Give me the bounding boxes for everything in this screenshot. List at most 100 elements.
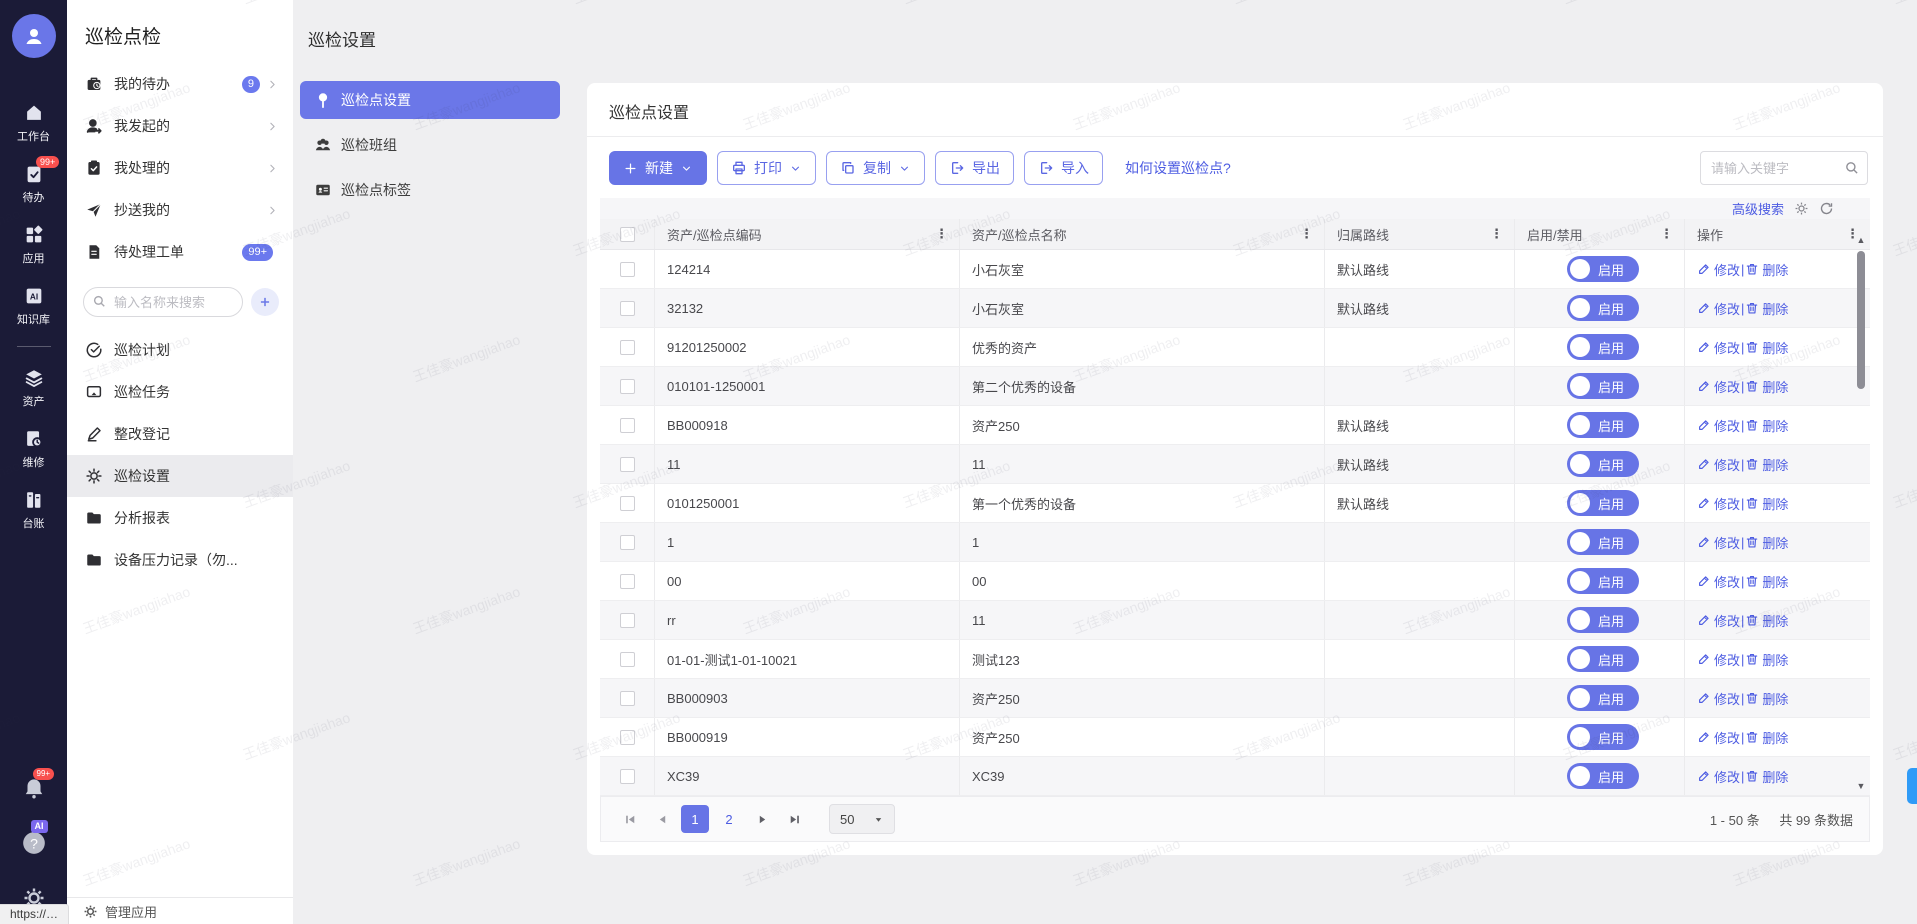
row-checkbox[interactable] — [619, 651, 635, 667]
enable-toggle[interactable]: 启用 — [1567, 568, 1639, 594]
enable-toggle[interactable]: 启用 — [1567, 295, 1639, 321]
column-menu-icon[interactable]: ⋮ — [1660, 226, 1673, 241]
delete-link[interactable]: 删除 — [1745, 338, 1788, 357]
导出-button[interactable]: 导出 — [935, 151, 1014, 185]
enable-toggle[interactable]: 启用 — [1567, 724, 1639, 750]
tab-巡检点设置[interactable]: 巡检点设置 — [300, 81, 560, 119]
rail-item-知识库[interactable]: AI 知识库 — [0, 275, 67, 336]
enable-toggle[interactable]: 启用 — [1567, 412, 1639, 438]
row-checkbox[interactable] — [619, 729, 635, 745]
sidebar-search-input[interactable] — [83, 287, 243, 317]
edit-link[interactable]: 修改 — [1697, 299, 1740, 318]
column-menu-icon[interactable]: ⋮ — [1490, 226, 1503, 241]
side-widget-tab[interactable] — [1907, 768, 1917, 804]
row-checkbox[interactable] — [619, 378, 635, 394]
edit-link[interactable]: 修改 — [1697, 611, 1740, 630]
sidebar-item-我发起的[interactable]: 我发起的 — [67, 105, 293, 147]
delete-link[interactable]: 删除 — [1745, 767, 1788, 786]
sidebar-item-我的待办[interactable]: 我的待办 9 — [67, 63, 293, 105]
delete-link[interactable]: 删除 — [1745, 494, 1788, 513]
column-menu-icon[interactable]: ⋮ — [1846, 226, 1859, 241]
sidebar-item-整改登记[interactable]: 整改登记 — [67, 413, 293, 455]
delete-link[interactable]: 删除 — [1745, 689, 1788, 708]
edit-link[interactable]: 修改 — [1697, 572, 1740, 591]
page-size-select[interactable]: 50 — [829, 804, 895, 834]
enable-toggle[interactable]: 启用 — [1567, 490, 1639, 516]
rail-item-工作台[interactable]: 工作台 — [0, 92, 67, 153]
delete-link[interactable]: 删除 — [1745, 455, 1788, 474]
row-checkbox[interactable] — [619, 300, 635, 316]
row-checkbox[interactable] — [619, 417, 635, 433]
delete-link[interactable]: 删除 — [1745, 533, 1788, 552]
edit-link[interactable]: 修改 — [1697, 533, 1740, 552]
search-icon[interactable] — [1844, 160, 1859, 175]
rail-item-维修[interactable]: 维修 — [0, 418, 67, 479]
sidebar-item-我处理的[interactable]: 我处理的 — [67, 147, 293, 189]
rail-item-待办[interactable]: 待办 99+ — [0, 153, 67, 214]
导入-button[interactable]: 导入 — [1024, 151, 1103, 185]
refresh-icon[interactable] — [1819, 201, 1834, 216]
sidebar-item-巡检设置[interactable]: 巡检设置 — [67, 455, 293, 497]
delete-link[interactable]: 删除 — [1745, 416, 1788, 435]
edit-link[interactable]: 修改 — [1697, 728, 1740, 747]
enable-toggle[interactable]: 启用 — [1567, 334, 1639, 360]
scroll-up-arrow[interactable]: ▲ — [1856, 235, 1866, 245]
sidebar-item-分析报表[interactable]: 分析报表 — [67, 497, 293, 539]
edit-link[interactable]: 修改 — [1697, 416, 1740, 435]
row-checkbox[interactable] — [619, 495, 635, 511]
enable-toggle[interactable]: 启用 — [1567, 646, 1639, 672]
scroll-down-arrow[interactable]: ▼ — [1856, 781, 1866, 791]
delete-link[interactable]: 删除 — [1745, 611, 1788, 630]
row-checkbox[interactable] — [619, 690, 635, 706]
how-to-link[interactable]: 如何设置巡检点? — [1125, 160, 1231, 176]
delete-link[interactable]: 删除 — [1745, 299, 1788, 318]
edit-link[interactable]: 修改 — [1697, 377, 1740, 396]
rail-item-应用[interactable]: 应用 — [0, 214, 67, 275]
enable-toggle[interactable]: 启用 — [1567, 451, 1639, 477]
新建-button[interactable]: 新建 — [609, 151, 707, 185]
enable-toggle[interactable]: 启用 — [1567, 373, 1639, 399]
edit-link[interactable]: 修改 — [1697, 494, 1740, 513]
enable-toggle[interactable]: 启用 — [1567, 685, 1639, 711]
复制-button[interactable]: 复制 — [826, 151, 925, 185]
enable-toggle[interactable]: 启用 — [1567, 607, 1639, 633]
delete-link[interactable]: 删除 — [1745, 728, 1788, 747]
tab-巡检点标签[interactable]: 巡检点标签 — [300, 171, 560, 209]
enable-toggle[interactable]: 启用 — [1567, 763, 1639, 789]
add-button[interactable] — [251, 288, 279, 316]
enable-toggle[interactable]: 启用 — [1567, 529, 1639, 555]
sidebar-item-巡检计划[interactable]: 巡检计划 — [67, 329, 293, 371]
help-button[interactable]: ? AI — [21, 820, 48, 856]
row-checkbox[interactable] — [619, 534, 635, 550]
rail-item-资产[interactable]: 资产 — [0, 357, 67, 418]
keyword-search-input[interactable] — [1700, 151, 1868, 185]
column-menu-icon[interactable]: ⋮ — [935, 226, 948, 241]
column-menu-icon[interactable]: ⋮ — [1300, 226, 1313, 241]
delete-link[interactable]: 删除 — [1745, 572, 1788, 591]
row-checkbox[interactable] — [619, 339, 635, 355]
edit-link[interactable]: 修改 — [1697, 689, 1740, 708]
prev-page-button[interactable] — [649, 806, 675, 832]
row-checkbox[interactable] — [619, 261, 635, 277]
sidebar-item-巡检任务[interactable]: 巡检任务 — [67, 371, 293, 413]
manage-app-button[interactable]: 管理应用 — [67, 897, 293, 924]
sidebar-item-抄送我的[interactable]: 抄送我的 — [67, 189, 293, 231]
row-checkbox[interactable] — [619, 456, 635, 472]
user-avatar[interactable] — [11, 14, 56, 58]
next-page-button[interactable] — [749, 806, 775, 832]
row-checkbox[interactable] — [619, 573, 635, 589]
delete-link[interactable]: 删除 — [1745, 260, 1788, 279]
edit-link[interactable]: 修改 — [1697, 260, 1740, 279]
sidebar-item-待处理工单[interactable]: 待处理工单 99+ — [67, 231, 293, 273]
page-button-2[interactable]: 2 — [725, 811, 733, 827]
enable-toggle[interactable]: 启用 — [1567, 256, 1639, 282]
sidebar-item-设备压力记录[interactable]: 设备压力记录（勿... — [67, 539, 293, 581]
select-all-checkbox[interactable] — [619, 226, 635, 242]
last-page-button[interactable] — [781, 806, 807, 832]
page-button-1[interactable]: 1 — [681, 805, 709, 833]
delete-link[interactable]: 删除 — [1745, 650, 1788, 669]
filter-settings-icon[interactable] — [1794, 201, 1809, 216]
scrollbar-thumb[interactable] — [1857, 251, 1865, 389]
edit-link[interactable]: 修改 — [1697, 455, 1740, 474]
row-checkbox[interactable] — [619, 612, 635, 628]
